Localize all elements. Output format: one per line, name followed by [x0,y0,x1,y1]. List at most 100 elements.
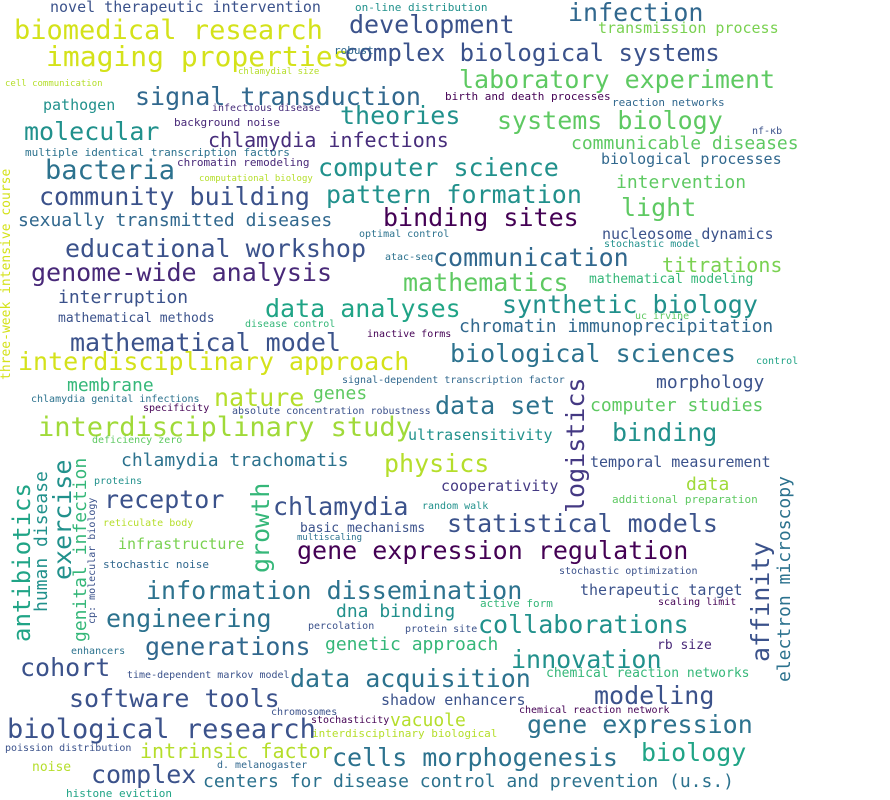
word-item: reaction networks [612,96,725,109]
word-item: signal transduction [135,82,421,111]
word-item: additional preparation [612,493,758,506]
word-item: percolation [308,621,375,632]
word-item: computer science [318,153,559,182]
word-item: information dissemination [146,576,523,605]
word-item: laboratory experiment [459,65,776,94]
word-item: interdisciplinary biological [312,727,498,740]
word-item: biological sciences [450,339,736,368]
word-item: random walk [422,501,489,512]
word-item: biological processes [601,150,782,168]
word-item: histone eviction [66,787,172,800]
word-item: logistics [561,377,590,513]
word-item: atac-seq [385,252,434,263]
word-item: innovation [511,645,662,674]
word-item: cell communication [5,79,103,89]
word-item: ultrasensitivity [408,426,553,444]
word-item: biological research [7,714,316,745]
word-item: cells morphogenesis [332,743,618,772]
word-item: shadow enhancers [381,691,526,709]
word-item: binding [612,418,718,447]
word-item: optimal control [359,229,450,240]
word-item: disease control [245,319,336,330]
word-item: stochastic optimization [559,566,698,577]
word-item: specificity [143,403,210,414]
word-item: mathematical modeling [589,272,754,287]
word-item: interdisciplinary study [38,412,412,443]
word-item: light [621,193,697,222]
word-item: multiple identical transcription factors [25,146,290,159]
word-item: infection [568,0,704,27]
word-item: stochasticity [311,715,390,726]
word-item: scaling limit [658,597,737,608]
word-item: chromatin immunoprecipitation [459,316,774,337]
word-item: morphology [656,372,765,393]
word-item: chromatin remodeling [177,156,310,169]
word-item: communicable diseases [571,133,799,154]
word-item: titrations [662,253,783,277]
word-item: pathogen [43,96,116,114]
word-item: absolute concentration robustness [232,406,431,417]
word-item: intervention [616,172,747,193]
word-item: engineering [106,604,272,633]
word-item: computational biology [199,174,313,184]
word-item: chemical reaction network [519,705,670,716]
word-item: educational workshop [65,234,367,263]
word-item: data [686,474,730,495]
word-item: software tools [69,684,280,713]
word-item: noise [32,760,72,775]
word-item: bacteria [45,155,176,186]
word-item: nature [214,383,305,412]
word-item: chlamydia [273,492,409,521]
word-item: basic mechanisms [300,521,426,536]
word-item: signal-dependent transcription factor [342,375,565,386]
word-item: chlamydia infections [208,128,449,152]
word-item: background noise [174,116,280,129]
word-item: complex biological systems [344,39,720,67]
word-item: growth [246,482,275,573]
word-item: membrane [67,375,154,396]
word-item: chemical reaction networks [546,666,750,681]
word-item: poission distribution [5,743,132,754]
word-item: chlamydia trachomatis [121,450,349,471]
word-item: multiscaling [297,533,363,543]
word-item: complex [91,760,197,789]
word-item: nucleosome dynamics [602,225,774,243]
word-item: d. melanogaster [217,760,308,771]
word-item: stochastic noise [103,558,209,571]
word-item: proteins [94,476,143,487]
word-item: systems biology [497,106,723,135]
word-item: collaborations [478,610,689,639]
word-item: uc irvine [635,311,690,322]
word-item: therapeutic target [580,581,743,599]
word-item: inactive forms [367,329,452,340]
word-item: enhancers [71,646,126,657]
word-item: chlamydial size [238,67,320,77]
word-item: genome-wide analysis [31,258,333,287]
word-item: centers for disease control and preventi… [203,771,735,792]
word-item: gene expression [527,710,753,739]
word-item: chromosomes [271,707,338,718]
word-item: time-dependent markov model [127,670,290,681]
word-item: computer studies [590,395,764,416]
word-item: active form [480,597,553,610]
word-item: transmission process [598,19,779,37]
word-item: modeling [594,681,715,710]
word-item: statistical models [447,509,718,538]
word-item: receptor [104,485,225,514]
word-item: biology [641,738,747,767]
word-item: molecular [24,117,160,146]
word-item: pattern formation [326,180,582,209]
word-item: binding sites [383,203,579,232]
word-item: on-line distribution [355,1,488,14]
word-item: rb size [657,638,712,653]
word-item: mathematical model [70,328,341,357]
word-item: mathematical methods [58,311,215,326]
word-item: interdisciplinary approach [18,347,410,376]
word-item: genes [313,383,368,404]
word-item: development [349,10,515,39]
word-item: dna binding [336,601,456,622]
word-item: theories [340,101,461,130]
word-item: data acquisition [290,664,531,693]
word-item: interruption [58,287,189,308]
